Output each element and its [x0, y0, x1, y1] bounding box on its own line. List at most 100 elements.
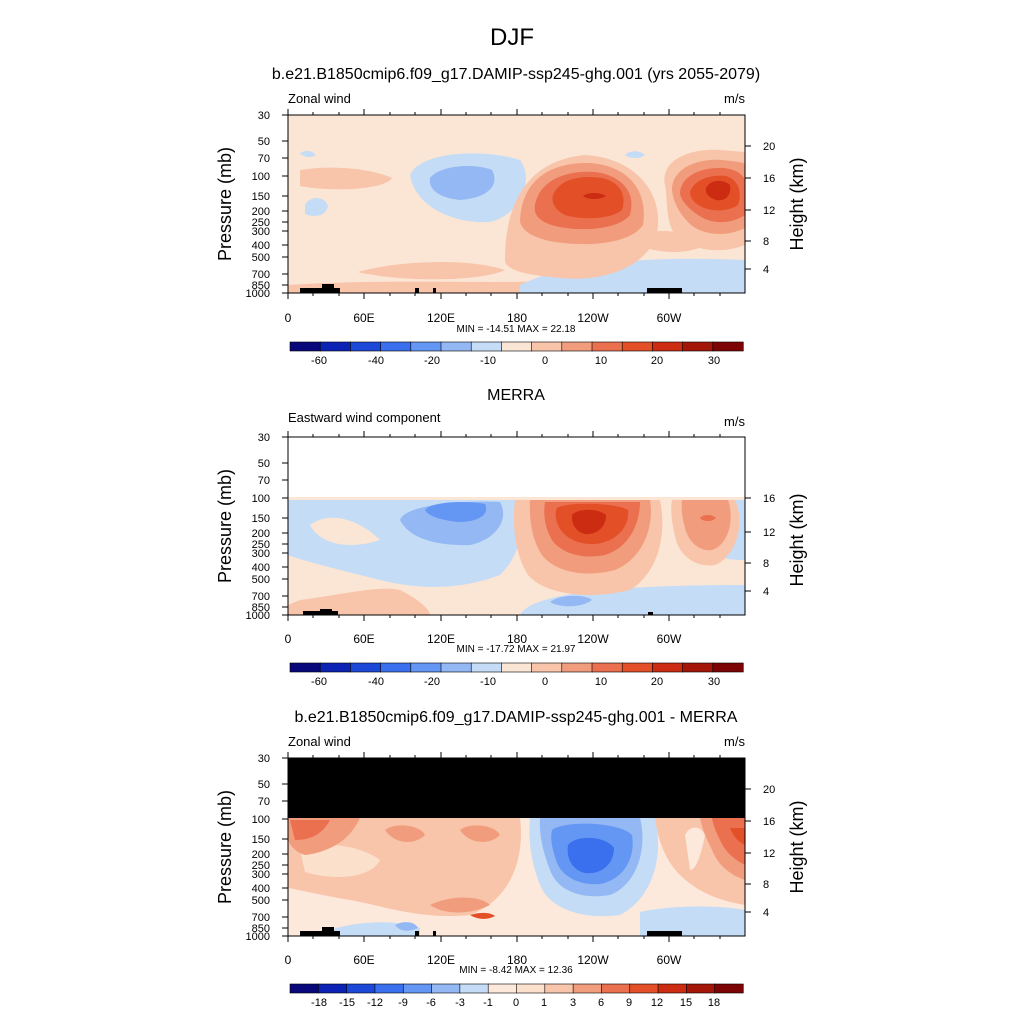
colorbar-swatch [289, 983, 319, 994]
colorbar-label: 9 [626, 997, 632, 1009]
x-tick-label: 0 [285, 632, 292, 646]
y-tick-label: 50 [258, 779, 270, 791]
panel-2-colorbar-labels: -60 -40 -20 -10 0 10 20 30 [311, 676, 720, 688]
colorbar-label: 0 [513, 997, 519, 1009]
panel-2-y-axis: 30 50 70 100 150 200 250 300 400 500 700… [246, 432, 270, 622]
colorbar-label: 18 [708, 997, 720, 1009]
panel-3-right-label: m/s [724, 734, 745, 749]
panel-3-ylabel: Pressure (mb) [215, 790, 235, 904]
colorbar-swatch [289, 662, 321, 673]
y2-tick-label: 12 [763, 527, 775, 539]
y-tick-label: 700 [252, 591, 270, 603]
panel-3-x-axis: 0 60E 120E 180 120W 60W [285, 953, 682, 967]
panel-1-left-label: Zonal wind [288, 91, 351, 106]
x-tick-label: 0 [285, 953, 292, 967]
y-tick-label: 400 [252, 883, 270, 895]
colorbar-label: -60 [311, 676, 327, 688]
y-tick-label: 250 [252, 539, 270, 551]
x-tick-label: 120W [577, 953, 609, 967]
y-tick-label: 250 [252, 860, 270, 872]
colorbar-label: 30 [708, 676, 720, 688]
colorbar-label: -40 [368, 355, 384, 367]
colorbar-swatch [572, 983, 603, 994]
y-tick-label: 300 [252, 548, 270, 560]
panel-2-ylabel: Pressure (mb) [215, 469, 235, 583]
panel-3-colorbar-labels: -18 -15 -12 -9 -6 -3 -1 0 1 3 6 9 12 15 … [311, 997, 720, 1009]
y-tick-label: 850 [252, 923, 270, 935]
x-tick-label: 60E [353, 311, 374, 325]
colorbar-label: 10 [595, 676, 607, 688]
colorbar-swatch [652, 662, 684, 673]
y2-tick-label: 12 [763, 848, 775, 860]
y-tick-label: 300 [252, 869, 270, 881]
colorbar-swatch [601, 983, 631, 994]
y-tick-label: 100 [252, 171, 270, 183]
colorbar-swatch [350, 662, 382, 673]
y2-tick-label: 4 [763, 264, 769, 276]
panel-1-right-label: m/s [724, 91, 745, 106]
panel-1-ticks [282, 109, 751, 299]
colorbar-swatch [319, 662, 352, 673]
panel-3-ticks [282, 752, 751, 942]
colorbar-label: 0 [542, 355, 548, 367]
x-tick-label: 120W [577, 632, 609, 646]
colorbar-label: 15 [680, 997, 692, 1009]
panel-1-y2-axis: 20 16 12 8 4 [763, 141, 775, 276]
y2-tick-label: 16 [763, 173, 775, 185]
colorbar-swatch [712, 341, 744, 352]
panel-1-colorbar-labels: -60 -40 -20 -10 0 10 20 30 [311, 355, 720, 367]
y-tick-label: 200 [252, 206, 270, 218]
y-tick-label: 30 [258, 432, 270, 444]
colorbar-label: 10 [595, 355, 607, 367]
colorbar-label: -1 [483, 997, 493, 1009]
colorbar-swatch [470, 662, 503, 673]
colorbar-label: 1 [541, 997, 547, 1009]
colorbar-swatch [289, 341, 321, 352]
y-tick-label: 70 [258, 475, 270, 487]
colorbar-label: 0 [542, 676, 548, 688]
colorbar-swatch [319, 341, 352, 352]
y-tick-label: 850 [252, 280, 270, 292]
colorbar-swatch [714, 983, 744, 994]
colorbar-label: -6 [426, 997, 436, 1009]
colorbar-label: -12 [367, 997, 383, 1009]
panel-3: b.e21.B1850cmip6.f09_g17.DAMIP-ssp245-gh… [215, 709, 807, 1009]
y-tick-label: 400 [252, 562, 270, 574]
y2-tick-label: 8 [763, 236, 769, 248]
colorbar-label: -10 [480, 676, 496, 688]
colorbar-swatch [682, 341, 714, 352]
panel-1-y-axis: 30 50 70 100 150 200 250 300 400 500 700… [246, 110, 270, 300]
colorbar-swatch [621, 662, 654, 673]
y-tick-label: 150 [252, 513, 270, 525]
y-tick-label: 400 [252, 240, 270, 252]
colorbar-swatch [686, 983, 716, 994]
y2-tick-label: 12 [763, 205, 775, 217]
colorbar-label: -3 [455, 997, 465, 1009]
colorbar-swatch [544, 983, 574, 994]
panel-2-stats: MIN = -17.72 MAX = 21.97 [457, 644, 576, 655]
colorbar-label: -20 [424, 676, 440, 688]
colorbar-label: -15 [339, 997, 355, 1009]
x-tick-label: 60E [353, 953, 374, 967]
y-tick-label: 70 [258, 796, 270, 808]
colorbar-swatch [652, 341, 684, 352]
colorbar-swatch [531, 662, 563, 673]
x-tick-label: 60W [657, 953, 682, 967]
panel-1-title: b.e21.B1850cmip6.f09_g17.DAMIP-ssp245-gh… [272, 66, 760, 83]
panel-1: b.e21.B1850cmip6.f09_g17.DAMIP-ssp245-gh… [215, 66, 807, 367]
y-tick-label: 1000 [246, 288, 270, 300]
y-tick-label: 700 [252, 269, 270, 281]
colorbar-label: 3 [570, 997, 576, 1009]
y-tick-label: 700 [252, 912, 270, 924]
colorbar-swatch [318, 983, 348, 994]
panel-3-y2-axis: 20 16 12 8 4 [763, 784, 775, 919]
y-tick-label: 100 [252, 814, 270, 826]
panel-2-field [287, 436, 746, 616]
colorbar-label: 6 [598, 997, 604, 1009]
colorbar-swatch [374, 983, 404, 994]
main-title: DJF [490, 24, 534, 51]
colorbar-swatch [621, 341, 654, 352]
y2-tick-label: 4 [763, 907, 769, 919]
x-tick-label: 180 [507, 953, 527, 967]
x-tick-label: 180 [507, 632, 527, 646]
